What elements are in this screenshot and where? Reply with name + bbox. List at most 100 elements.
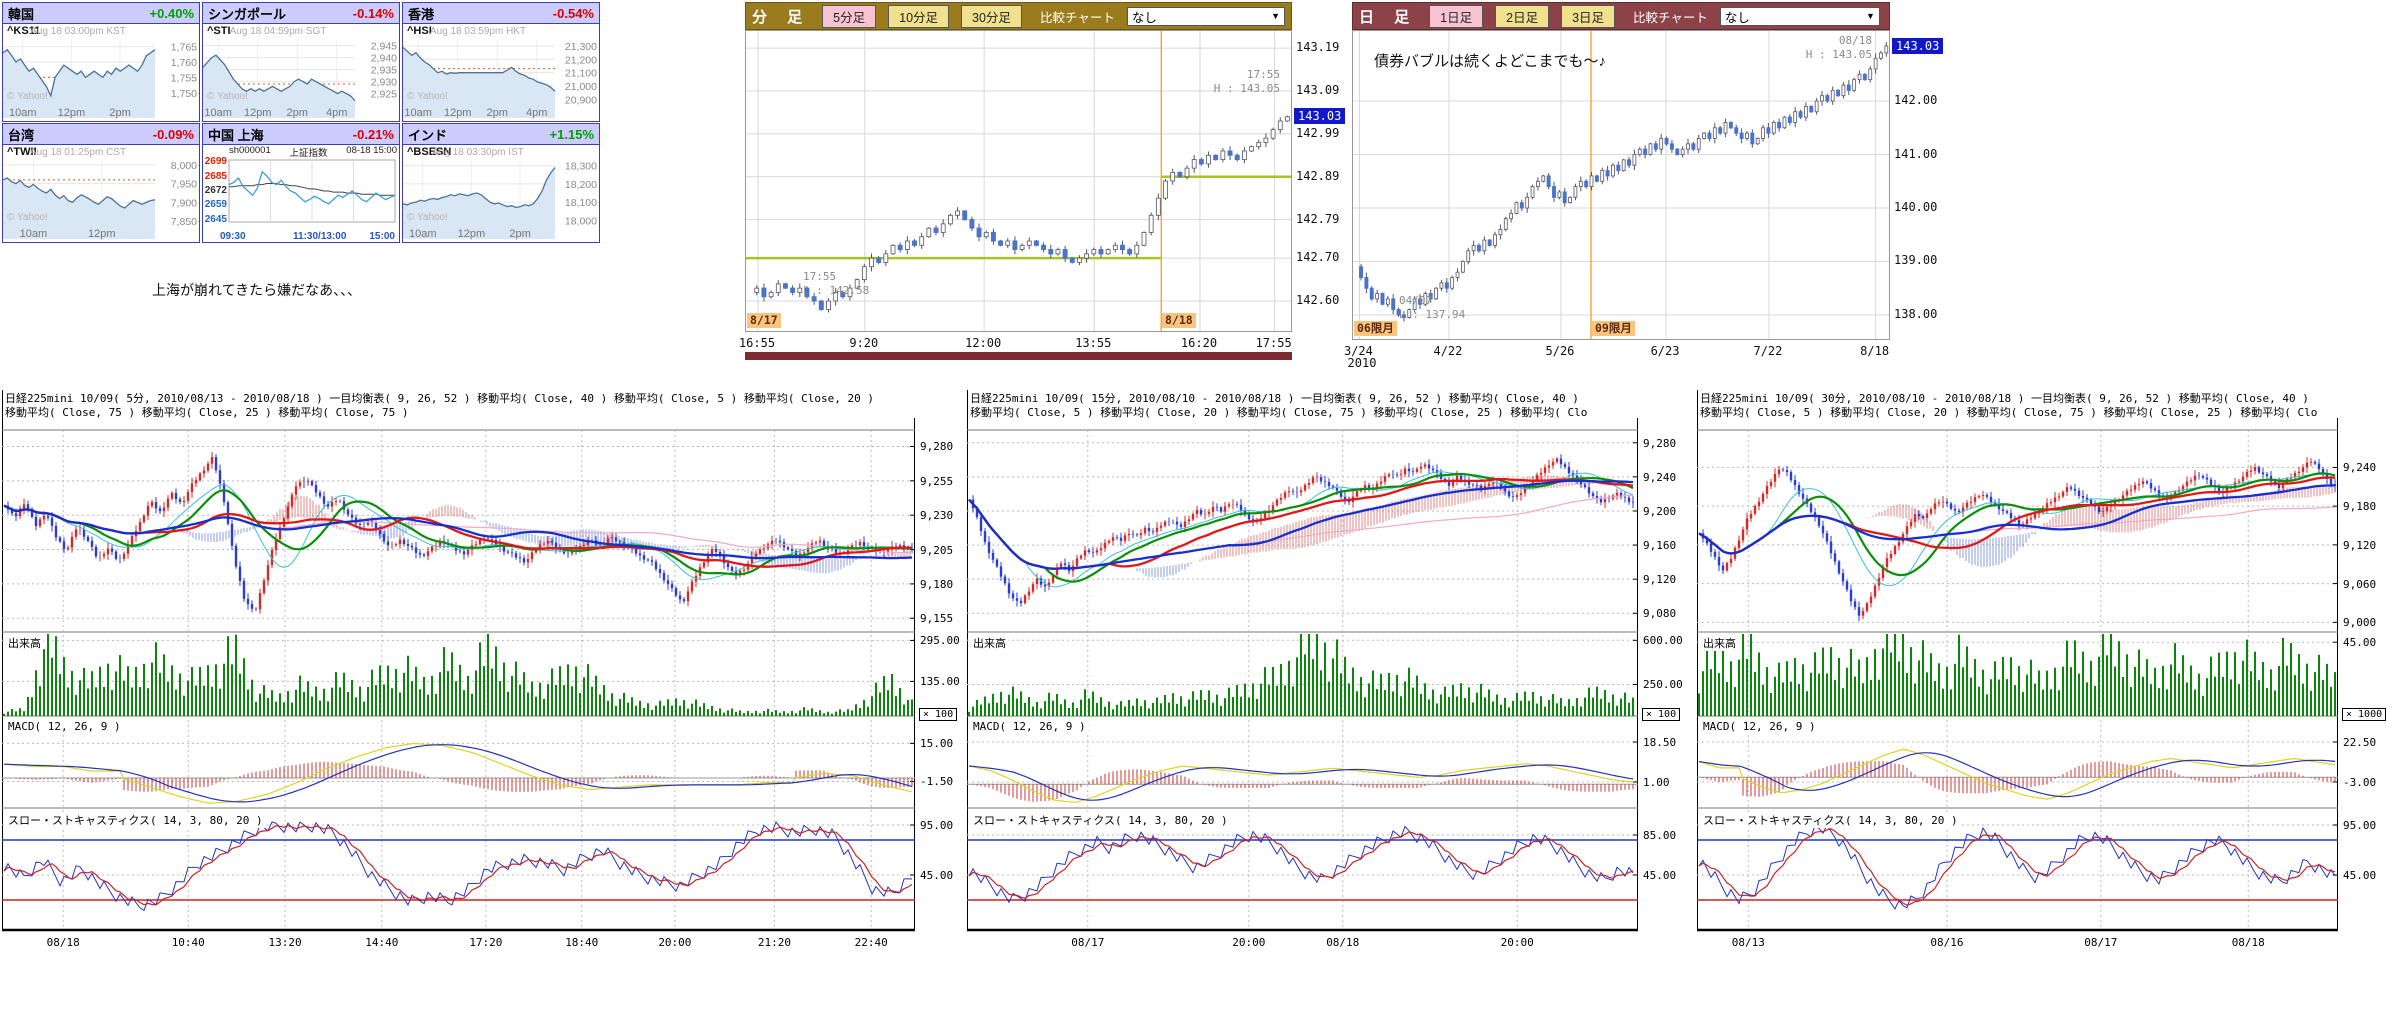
x-tick-label: 14:40 bbox=[365, 936, 399, 949]
y-tick-label: 141.00 bbox=[1894, 146, 1938, 161]
market-widget-singapore[interactable]: シンガポール -0.14% ^STI Aug 18 04:59pm SGT © … bbox=[202, 2, 400, 122]
x-tick-label: 16:20 bbox=[1180, 336, 1218, 350]
x-tick-label: 20:00 bbox=[658, 936, 692, 949]
axis-label: 85.00 bbox=[1643, 829, 1677, 842]
x-tick-label: 2pm bbox=[509, 228, 531, 240]
x-axis: 10am 12pm 2pm 4pm bbox=[203, 106, 399, 121]
sparkline-chart bbox=[228, 159, 396, 223]
market-widget-taiwan[interactable]: 台湾 -0.09% ^TWII Aug 18 01:25pm CST © Yah… bbox=[2, 123, 200, 243]
y-tick-label: 140.00 bbox=[1894, 199, 1938, 214]
y-tick-label: 138.00 bbox=[1894, 306, 1938, 321]
axis-label: 9,160 bbox=[1643, 539, 1677, 553]
shanghai-time: 08-18 15:00 bbox=[346, 145, 397, 156]
axis-label: 135.00 bbox=[920, 675, 960, 689]
y-tick-label: 2,930 bbox=[371, 77, 397, 89]
volume-unit-box: × 100 bbox=[919, 708, 958, 721]
x-axis: 10am 12pm 2pm bbox=[3, 106, 199, 121]
y-tick-label: 18,300 bbox=[565, 161, 597, 173]
sparkline-chart: 8,000 7,950 7,900 7,850 bbox=[3, 160, 197, 239]
widget-header: 台湾 -0.09% bbox=[3, 124, 199, 145]
x-tick-label: 10am bbox=[19, 228, 48, 240]
panel-title-line1: 日経225mini 10/09( 30分, 2010/08/10 - 2010/… bbox=[1700, 392, 2309, 405]
widget-percent: -0.21% bbox=[352, 126, 394, 142]
chevron-down-icon: ▼ bbox=[1866, 11, 1875, 21]
tab-30min[interactable]: 30分足 bbox=[961, 4, 1022, 28]
compare-chart-select[interactable]: なし ▼ bbox=[1719, 6, 1880, 26]
volume-unit-box: × 1000 bbox=[2342, 708, 2387, 721]
x-tick-label: 08/18 bbox=[2231, 936, 2265, 949]
technical-panel-30min: 日経225mini 10/09( 30分, 2010/08/10 - 2010/… bbox=[1697, 390, 2394, 960]
widget-percent: +1.15% bbox=[549, 126, 594, 142]
stoch-section-label: スロー・ストキャスティクス( 14, 3, 80, 20 ) bbox=[6, 812, 265, 828]
daily-chart-title: 日 足 bbox=[1359, 8, 1418, 26]
axis-label: 9,120 bbox=[1643, 573, 1677, 587]
volume-section-label: 出来高 bbox=[1701, 635, 1738, 651]
widget-timestamp: Aug 18 01:25pm CST bbox=[29, 147, 127, 158]
y-tick-label: 142.79 bbox=[1296, 211, 1340, 226]
widget-timestamp: Aug 18 03:59pm HKT bbox=[429, 26, 527, 37]
market-widget-hongkong[interactable]: 香港 -0.54% ^HSI Aug 18 03:59pm HKT © Yaho… bbox=[402, 2, 600, 122]
x-tick-label: 08/17 bbox=[2084, 936, 2118, 949]
compare-chart-label: 比較チャート bbox=[1633, 10, 1708, 25]
tab-2day[interactable]: 2日足 bbox=[1495, 4, 1550, 28]
x-tick-label: 10am bbox=[204, 107, 232, 119]
stoch-section-label: スロー・ストキャスティクス( 14, 3, 80, 20 ) bbox=[971, 812, 1230, 828]
y-tick-label: 2,945 bbox=[371, 41, 397, 53]
daily-chart-window: 日 足 1日足 2日足 3日足 比較チャート なし ▼ 債券バブルは続くよどこま… bbox=[1344, 2, 1972, 374]
x-tick-label: 08/18 bbox=[46, 936, 80, 949]
low-annotation: 17:55 L : 142.58 bbox=[803, 270, 870, 297]
x-tick-label: 08/18 bbox=[1326, 936, 1360, 949]
tab-1day[interactable]: 1日足 bbox=[1429, 4, 1484, 28]
stoch-section-label: スロー・ストキャスティクス( 14, 3, 80, 20 ) bbox=[1701, 812, 1960, 828]
market-widget-shanghai[interactable]: 中国 上海 -0.21% sh000001 上証指数 08-18 15:00 s… bbox=[202, 123, 400, 243]
widget-percent: -0.54% bbox=[552, 5, 594, 21]
x-tick-label: 10am bbox=[408, 228, 437, 240]
widget-chart: ^STI Aug 18 04:59pm SGT © Yahoo! 2,945 2,… bbox=[203, 24, 399, 122]
tab-3day[interactable]: 3日足 bbox=[1561, 4, 1616, 28]
widget-chart: ^TWII Aug 18 01:25pm CST © Yahoo! 8,000 7… bbox=[3, 145, 199, 243]
x-tick-label: 20:00 bbox=[1232, 936, 1266, 949]
high-annotation: 08/18 H : 143.05 bbox=[1805, 34, 1872, 61]
y-tick-label: 21,000 bbox=[565, 81, 597, 93]
y-tick-label: 18,200 bbox=[565, 179, 597, 191]
y-tick-label: 18,000 bbox=[565, 215, 597, 227]
compare-chart-value: なし bbox=[1131, 10, 1157, 25]
axis-label: 95.00 bbox=[2343, 819, 2377, 832]
market-widget-korea[interactable]: 韓国 +0.40% ^KS11 Aug 18 03:00pm KST © Yah… bbox=[2, 2, 200, 122]
tab-5min[interactable]: 5分足 bbox=[822, 4, 877, 28]
widget-header: 香港 -0.54% bbox=[403, 3, 599, 24]
axis-label: 9,180 bbox=[2343, 500, 2377, 514]
y-tick-label: 142.60 bbox=[1296, 293, 1340, 307]
axis-label: 9,120 bbox=[2343, 538, 2377, 552]
technical-chart-plot bbox=[967, 390, 1638, 932]
y-tick-label: 2,925 bbox=[371, 89, 397, 101]
widget-chart: sh000001 上証指数 08-18 15:00 sina.com 26992… bbox=[203, 145, 399, 243]
market-widget-india[interactable]: インド +1.15% ^BSESN Aug 18 03:30pm IST © Y… bbox=[402, 123, 600, 243]
macd-section-label: MACD( 12, 26, 9 ) bbox=[6, 720, 123, 733]
panel-title-line1: 日経225mini 10/09( 15分, 2010/08/10 - 2010/… bbox=[970, 392, 1579, 405]
widget-symbol: ^STI bbox=[207, 25, 231, 37]
panel-title-line1: 日経225mini 10/09( 5分, 2010/08/13 - 2010/0… bbox=[5, 392, 875, 405]
chart-note: 債券バブルは続くよどこまでも〜♪ bbox=[1374, 53, 1607, 70]
widget-title: シンガポール bbox=[208, 6, 287, 22]
macd-section-label: MACD( 12, 26, 9 ) bbox=[1701, 720, 1818, 733]
compare-chart-select[interactable]: なし ▼ bbox=[1126, 6, 1285, 26]
volume-unit-box: × 100 bbox=[1642, 708, 1681, 721]
sparkline-chart: 18,300 18,200 18,100 18,000 bbox=[403, 160, 597, 239]
x-tick-label: 9:20 bbox=[849, 336, 879, 350]
technical-chart-plot bbox=[1697, 390, 2338, 932]
y-tick-label: 7,850 bbox=[171, 216, 197, 228]
x-tick-label: 22:40 bbox=[854, 936, 888, 949]
x-tick-label: 10am bbox=[8, 107, 37, 119]
tab-10min[interactable]: 10分足 bbox=[888, 4, 950, 28]
volume-section-label: 出来高 bbox=[6, 635, 43, 651]
axis-label: 9,060 bbox=[2343, 577, 2377, 591]
panel-title-line2: 移動平均( Close, 5 ) 移動平均( Close, 20 ) 移動平均(… bbox=[1700, 406, 2318, 419]
axis-label: 9,200 bbox=[1643, 504, 1677, 518]
axis-label: 45.00 bbox=[2343, 869, 2377, 882]
compare-chart-label: 比較チャート bbox=[1039, 10, 1115, 25]
sparkline-chart: 1,765 1,760 1,755 1,750 bbox=[3, 39, 197, 118]
axis-label: 600.00 bbox=[1643, 634, 1683, 648]
shanghai-info-row: sh000001 上証指数 08-18 15:00 bbox=[229, 145, 397, 159]
